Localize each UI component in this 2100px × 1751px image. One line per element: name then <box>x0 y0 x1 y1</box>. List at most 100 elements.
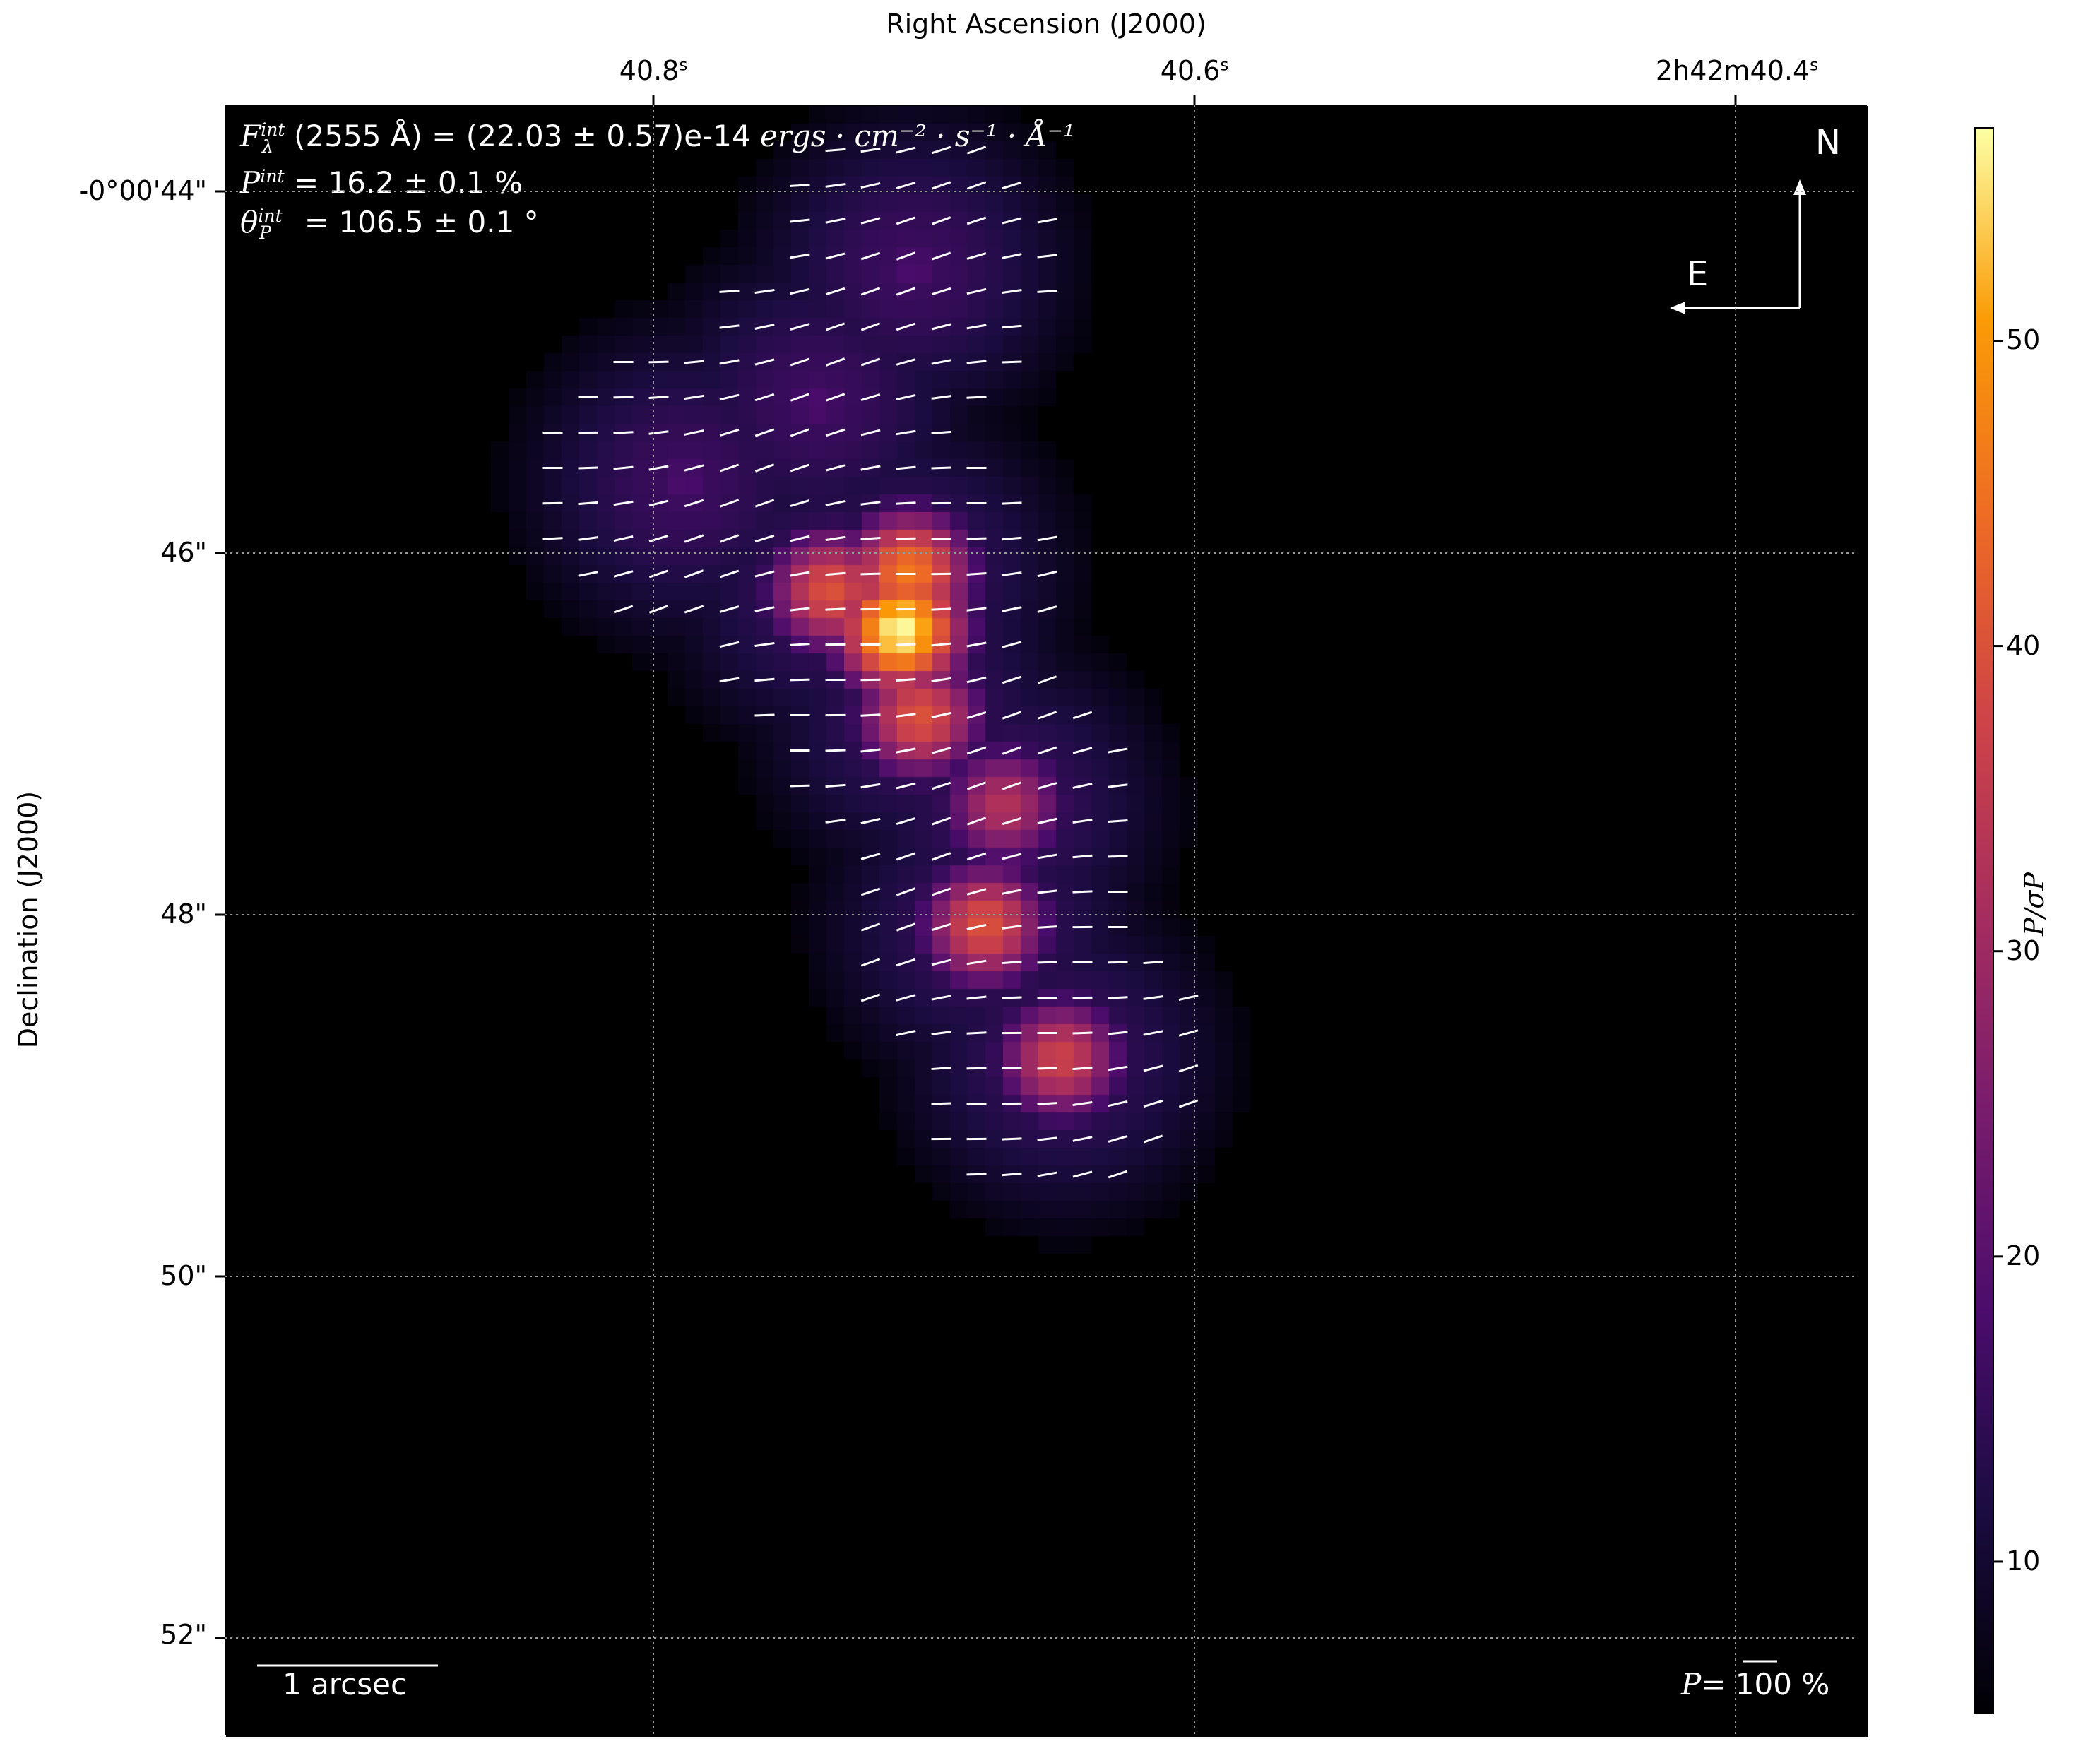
polarization-vector <box>1002 571 1022 577</box>
polarization-vector <box>1037 290 1057 293</box>
polarization-vector <box>931 958 951 966</box>
polarization-vector <box>825 218 846 224</box>
colorbar-tick-label: 30 <box>2006 934 2041 966</box>
polarization-vector <box>966 641 987 648</box>
polarization-vector <box>1108 855 1128 858</box>
polarization-vector <box>931 642 951 647</box>
polarization-vector <box>860 429 881 437</box>
polarization-vector <box>790 323 810 331</box>
polarization-vector <box>754 534 775 543</box>
polarization-vector <box>825 148 846 153</box>
y-tick-label: 50" <box>160 1260 207 1291</box>
polarization-vector <box>1002 536 1022 541</box>
colorbar-tick-label: 10 <box>2006 1545 2041 1577</box>
polarization-vector <box>719 499 740 508</box>
polarization-vector <box>1143 1099 1163 1108</box>
polarization-vector <box>931 287 951 296</box>
y-tick-label: 48" <box>160 898 207 930</box>
polarization-vector <box>896 677 916 682</box>
polarization-vector <box>966 888 987 896</box>
polarization-vector <box>931 146 951 155</box>
polarization-vector <box>1002 889 1022 895</box>
polarization-vector <box>1037 570 1057 578</box>
polarization-vector <box>966 1031 987 1035</box>
polarization-vector <box>825 322 846 331</box>
polarization-vector <box>896 747 916 754</box>
polarization-vector <box>754 499 775 508</box>
polarization-vector <box>1072 1136 1093 1142</box>
polarization-vector <box>860 922 881 932</box>
polarization-vector <box>825 393 846 402</box>
polarization-vector <box>1002 606 1022 612</box>
north-arrow-icon <box>1793 179 1806 195</box>
polarization-vector <box>719 605 740 613</box>
polarization-vector <box>966 746 987 755</box>
polarization-vector <box>1072 783 1093 789</box>
polarization-vector <box>1108 747 1128 754</box>
east-label: E <box>1687 254 1709 294</box>
polarization-vector <box>1143 1064 1163 1072</box>
vector-scale-label: P= 100 % <box>1681 1667 1830 1702</box>
polarization-degree-annotation: Pint = 16.2 ± 0.1 % <box>240 165 523 200</box>
polarization-vector <box>684 464 704 472</box>
polarization-vector <box>719 290 740 293</box>
polarization-vector <box>825 183 846 188</box>
flux-annotation: Fintλ (2555 Å) = (22.03 ± 0.57)e-14 ergs … <box>240 119 1075 158</box>
polarization-vector <box>931 712 951 718</box>
polarization-vector <box>1037 817 1057 825</box>
x-axis-label: Right Ascension (J2000) <box>886 8 1206 40</box>
polarization-vector <box>719 569 740 578</box>
polarization-vector <box>931 922 951 932</box>
polarization-vector <box>966 817 987 826</box>
polarization-vector <box>966 287 987 295</box>
polarization-vector <box>719 324 740 329</box>
polarization-vector <box>1108 1031 1128 1035</box>
scale-bar-label: 1 arcsec <box>283 1667 408 1702</box>
y-tick-label: -0°00'44" <box>78 175 207 206</box>
polarization-vector <box>896 1030 916 1036</box>
polarization-vector <box>1072 1101 1093 1106</box>
polarization-vector <box>966 216 987 225</box>
polarization-vector <box>896 146 916 154</box>
polarization-vector <box>1072 747 1093 754</box>
polarization-vector <box>790 428 810 437</box>
polarization-vector <box>825 357 846 367</box>
polarization-vector <box>931 852 951 861</box>
polarization-vector <box>684 394 704 400</box>
polarization-vector <box>966 781 987 790</box>
polarization-vector <box>931 995 951 1001</box>
polarization-vector <box>1108 1100 1128 1108</box>
polarization-vector <box>966 252 987 260</box>
polarization-vector <box>1002 217 1022 225</box>
polarization-vector <box>1108 1135 1128 1143</box>
polarization-vector <box>1178 994 1199 1002</box>
polarization-vector <box>790 535 810 542</box>
polarization-vector <box>931 887 951 896</box>
polarization-vector <box>860 357 881 367</box>
polarization-vector <box>931 395 951 400</box>
polarization-vector <box>896 287 916 296</box>
polarization-vector <box>1002 324 1022 329</box>
polarization-vector <box>1037 1136 1057 1141</box>
polarization-vector <box>1037 675 1057 684</box>
polarization-vector <box>860 748 881 753</box>
polarization-vector <box>754 324 775 330</box>
polarization-vector <box>860 853 881 860</box>
polarization-vector <box>648 605 669 614</box>
polarization-vector <box>1037 889 1057 894</box>
polarization-vector <box>790 607 810 612</box>
polarization-vector <box>896 216 916 225</box>
polarization-vector <box>684 534 704 543</box>
polarization-vector <box>613 431 634 434</box>
polarization-vector <box>684 360 704 364</box>
polarization-vector <box>966 537 987 540</box>
polarization-vector <box>1002 960 1022 965</box>
polarization-vector <box>754 289 775 294</box>
polarization-vector <box>754 393 775 402</box>
polarization-vector <box>1002 925 1022 930</box>
polarization-vector <box>966 923 987 931</box>
colorbar <box>1974 127 1994 1714</box>
polarization-vector <box>1072 1066 1093 1071</box>
polarization-vector <box>578 536 598 541</box>
polarization-vector <box>1143 960 1163 965</box>
